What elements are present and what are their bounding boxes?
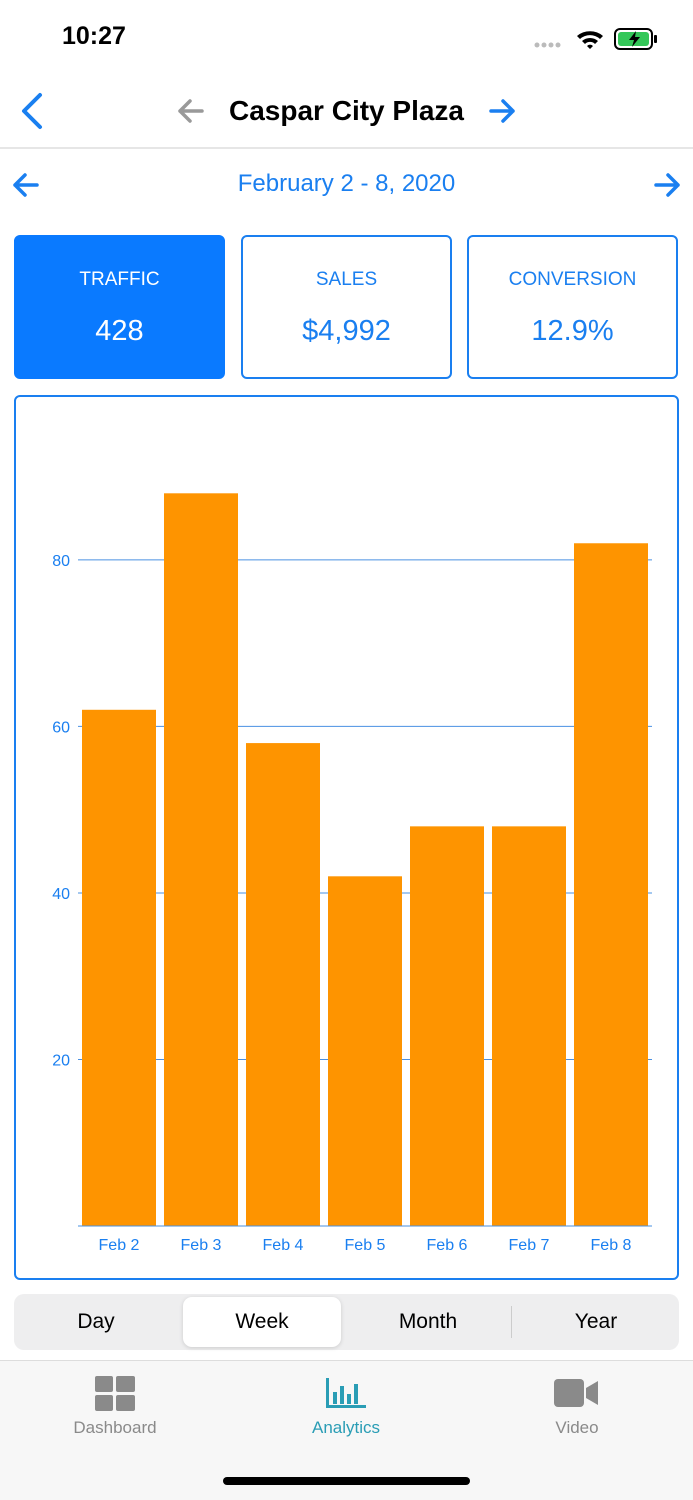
next-store[interactable]: [489, 99, 515, 123]
bar: [82, 709, 156, 1226]
tab[interactable]: Video: [555, 1418, 599, 1437]
segment[interactable]: Year: [574, 1310, 618, 1333]
back-button[interactable]: [22, 93, 42, 129]
chart: 20 40 60 80 Feb 2 Feb 3 Feb 4 Feb 5 Feb 6 Feb 7 Fe…: [52, 493, 652, 1254]
y-tick-label: 60: [52, 719, 70, 736]
x-tick-label: Feb 6: [427, 1237, 468, 1254]
metric-value: 428: [95, 315, 144, 347]
metric-value: 12.9%: [531, 315, 614, 347]
prev-week[interactable]: [13, 173, 39, 197]
chart-frame: [14, 395, 679, 1280]
date-range: February 2 - 8, 2020: [237, 170, 456, 197]
y-tick-label: 20: [52, 1052, 70, 1069]
x-tick-label: Feb 2: [99, 1237, 140, 1254]
bar: [328, 876, 402, 1226]
metric-card[interactable]: TRAFFIC 428: [14, 235, 225, 379]
metric-card[interactable]: CONVERSION 12.9%: [467, 235, 678, 379]
nav-icons: [0, 93, 693, 149]
tab[interactable]: Analytics: [311, 1418, 381, 1437]
y-tick-label: 80: [52, 553, 70, 570]
page-title: Caspar City Plaza: [229, 95, 464, 126]
y-tick-label: 40: [52, 886, 70, 903]
x-tick-label: Feb 5: [345, 1237, 386, 1254]
segmented-control: [14, 1294, 679, 1350]
tab[interactable]: Dashboard: [73, 1418, 157, 1437]
metric-value: $4,992: [302, 315, 391, 347]
segment[interactable]: Week: [183, 1297, 341, 1347]
tab-icons: [95, 1376, 598, 1411]
date-arrows: [13, 173, 680, 197]
x-tick-label: Feb 4: [263, 1237, 304, 1254]
prev-store[interactable]: [178, 99, 204, 123]
metric-label: TRAFFIC: [79, 269, 160, 290]
bar: [246, 743, 320, 1226]
segment[interactable]: Month: [398, 1310, 458, 1333]
bar: [164, 493, 238, 1227]
segment-divider: [511, 1306, 512, 1338]
x-tick-label: Feb 7: [509, 1237, 550, 1254]
metric-card[interactable]: SALES $4,992: [241, 235, 452, 379]
status-icons: [534, 28, 657, 50]
segment[interactable]: Day: [77, 1310, 115, 1333]
x-tick-label: Feb 3: [181, 1237, 222, 1254]
x-tick-label: Feb 8: [591, 1237, 632, 1254]
metric-label: CONVERSION: [508, 269, 637, 290]
bar: [574, 543, 648, 1226]
home-indicator: [223, 1477, 470, 1485]
next-week[interactable]: [654, 173, 680, 197]
bar: [492, 826, 566, 1226]
status-time: 10:27: [62, 22, 126, 50]
bar: [410, 826, 484, 1226]
metric-label: SALES: [315, 269, 378, 290]
